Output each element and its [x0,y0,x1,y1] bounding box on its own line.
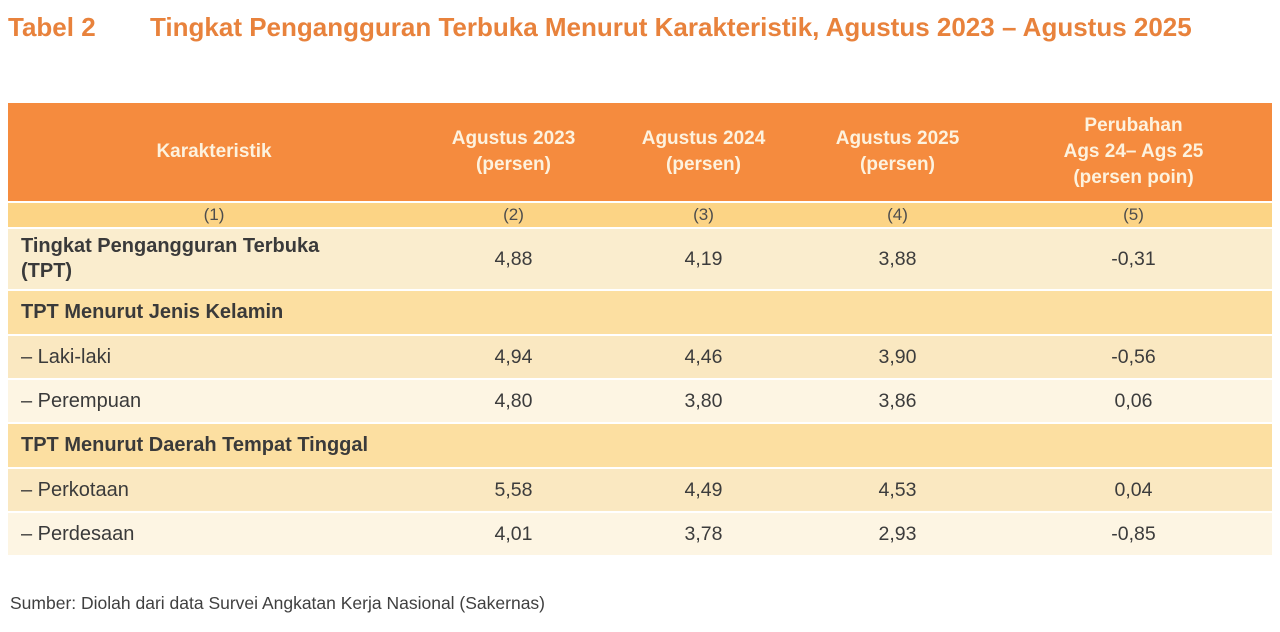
row-label: – Laki-laki [21,345,112,368]
column-number-2: (2) [503,205,524,224]
column-number-row: (1) (2) (3) (4) (5) [8,203,1272,229]
row-label: – Perempuan [21,389,142,412]
value-agustus-2023: 4,88 [494,247,533,270]
table-number: Tabel 2 [8,12,96,42]
value-agustus-2024: 3,78 [684,522,723,545]
table-title: Tabel 2 Tingkat Pengangguran Terbuka Men… [0,0,1280,44]
column-number-3: (3) [693,205,714,224]
value-agustus-2023: 4,01 [494,522,533,545]
table-row-tpt-total: Tingkat Pengangguran Terbuka (TPT) 4,88 … [8,229,1272,291]
table-row-perkotaan: – Perkotaan 5,58 4,49 4,53 0,04 [8,469,1272,513]
value-agustus-2023: 5,58 [494,478,533,501]
unemployment-table: Karakteristik Agustus 2023 (persen) Agus… [8,103,1272,557]
value-perubahan: 0,06 [1114,389,1153,412]
column-header-agustus-2024: Agustus 2024 (persen) [641,128,766,175]
value-agustus-2024: 4,49 [684,478,723,501]
column-header-agustus-2025: Agustus 2025 (persen) [835,128,960,175]
value-perubahan: -0,56 [1111,345,1156,368]
section-row-jenis-kelamin: TPT Menurut Jenis Kelamin [8,291,1272,336]
value-agustus-2025: 3,88 [878,247,917,270]
table-title-text: Tingkat Pengangguran Terbuka Menurut Kar… [150,12,1192,42]
value-perubahan: -0,85 [1111,522,1156,545]
column-header-agustus-2023: Agustus 2023 (persen) [451,128,576,175]
value-agustus-2023: 4,94 [494,345,533,368]
column-number-5: (5) [1123,205,1144,224]
value-agustus-2024: 4,46 [684,345,723,368]
column-number-4: (4) [887,205,908,224]
value-agustus-2024: 3,80 [684,389,723,412]
value-perubahan: -0,31 [1111,247,1156,270]
value-agustus-2025: 2,93 [878,522,917,545]
value-agustus-2024: 4,19 [684,247,723,270]
value-agustus-2025: 3,90 [878,345,917,368]
row-label: – Perdesaan [21,522,135,545]
value-agustus-2025: 4,53 [878,478,917,501]
column-number-1: (1) [203,205,225,224]
table-row-perdesaan: – Perdesaan 4,01 3,78 2,93 -0,85 [8,513,1272,557]
section-label: TPT Menurut Daerah Tempat Tinggal [21,434,369,456]
value-perubahan: 0,04 [1114,478,1153,501]
section-row-daerah-tempat-tinggal: TPT Menurut Daerah Tempat Tinggal [8,424,1272,469]
table-row-perempuan: – Perempuan 4,80 3,80 3,86 0,06 [8,380,1272,424]
table-row-laki-laki: – Laki-laki 4,94 4,46 3,90 -0,56 [8,336,1272,380]
table-header-row: Karakteristik Agustus 2023 (persen) Agus… [8,103,1272,203]
section-label: TPT Menurut Jenis Kelamin [21,301,284,323]
value-agustus-2023: 4,80 [494,389,533,412]
column-header-perubahan: Perubahan Ags 24– Ags 25 (persen poin) [1063,115,1204,188]
column-header-karakteristik: Karakteristik [156,141,272,162]
value-agustus-2025: 3,86 [878,389,917,412]
row-label: – Perkotaan [21,478,129,501]
source-note: Sumber: Diolah dari data Survei Angkatan… [10,593,546,613]
row-label: Tingkat Pengangguran Terbuka (TPT) [21,235,320,282]
